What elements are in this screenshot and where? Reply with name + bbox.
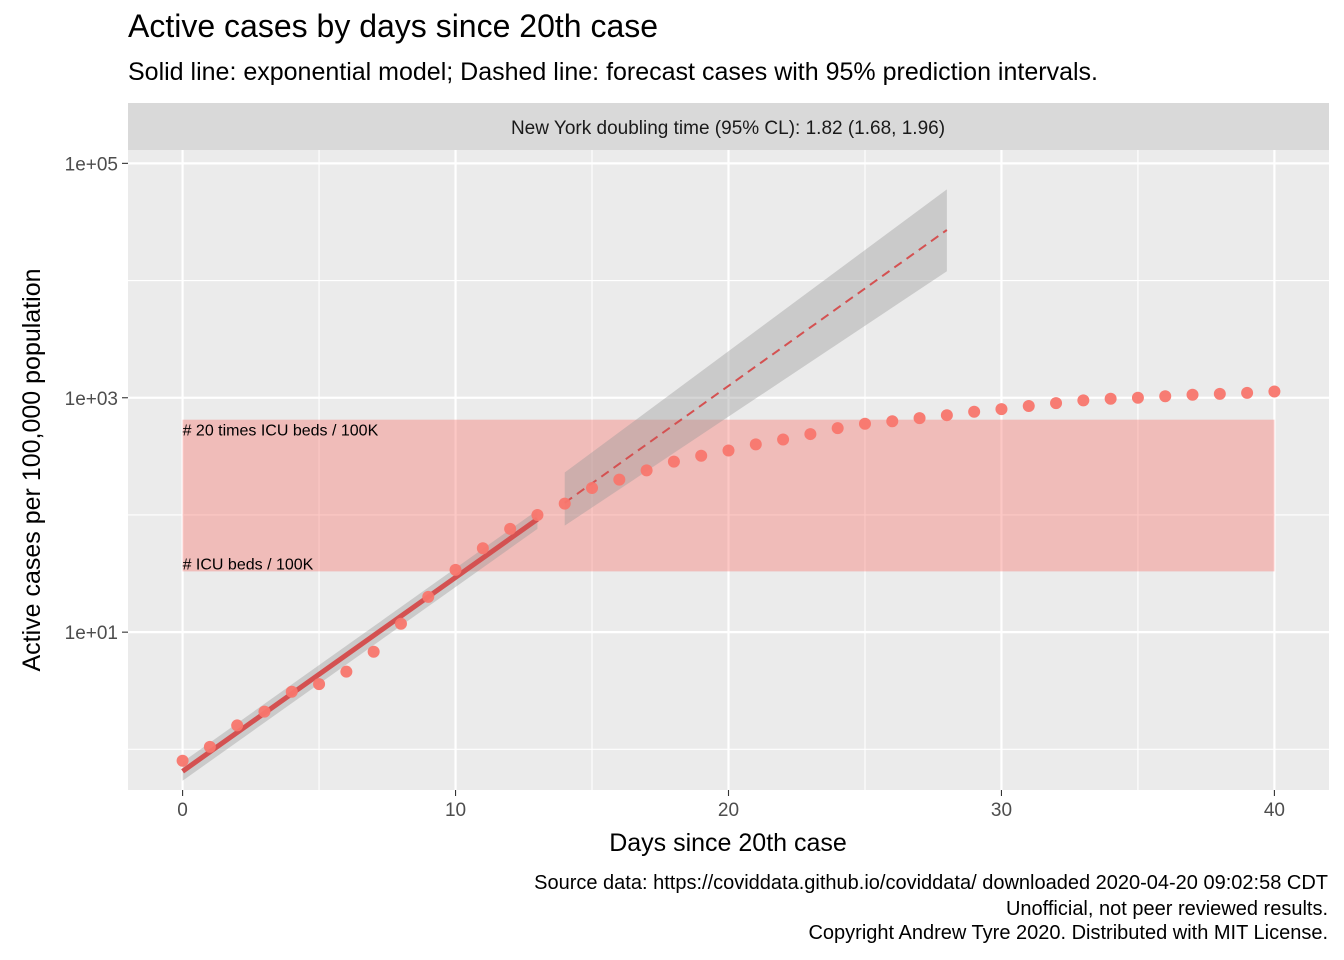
observed-point (804, 428, 817, 441)
caption-copyright: Copyright Andrew Tyre 2020. Distributed … (808, 922, 1328, 944)
icu-capacity-band (182, 419, 1275, 572)
observed-point (749, 438, 762, 451)
x-tick-label: 0 (177, 800, 188, 821)
observed-point (313, 678, 326, 691)
observed-point (1241, 386, 1254, 399)
facet-strip-label: New York doubling time (95% CL): 1.82 (1… (511, 118, 945, 139)
observed-point (613, 473, 626, 486)
observed-point (340, 665, 353, 678)
observed-point (695, 449, 708, 462)
forecast-line (564, 229, 948, 504)
observed-point (1186, 388, 1199, 401)
caption-source: Source data: https://coviddata.github.io… (534, 872, 1328, 894)
observed-point (231, 719, 244, 732)
x-tick-label: 40 (1264, 800, 1285, 821)
x-tick-label: 10 (445, 800, 466, 821)
observed-point (285, 685, 298, 698)
x-tick-label: 30 (991, 800, 1012, 821)
observed-point (667, 455, 680, 468)
observed-point (367, 645, 380, 658)
y-tick-label: 1e+03 (65, 389, 118, 410)
observed-point (722, 444, 735, 457)
observed-point (940, 409, 953, 422)
observed-point (640, 464, 653, 477)
y-axis-title: Active cases per 100,000 population (18, 268, 46, 671)
chart-title: Active cases by days since 20th case (128, 8, 659, 44)
observed-point (995, 403, 1008, 416)
observed-point (1131, 391, 1144, 404)
x-axis-title: Days since 20th case (609, 829, 847, 857)
observed-point (886, 415, 899, 428)
observed-point (586, 481, 599, 494)
observed-point (858, 417, 871, 430)
icu-band-layer (182, 419, 1275, 572)
observed-point (203, 740, 216, 753)
icu-upper-label: # 20 times ICU beds / 100K (183, 423, 379, 440)
observed-point (1159, 390, 1172, 403)
observed-point (258, 705, 271, 718)
observed-point (777, 433, 790, 446)
observed-point (449, 563, 462, 576)
observed-points-layer (176, 385, 1281, 767)
observed-point (531, 508, 544, 521)
icu-lower-label: # ICU beds / 100K (183, 556, 314, 573)
observed-point (1077, 394, 1090, 407)
observed-point (1050, 397, 1063, 410)
y-tick-label: 1e+05 (65, 154, 118, 175)
observed-point (476, 542, 489, 555)
grid-layer (128, 150, 1329, 790)
caption-disclaimer: Unofficial, not peer reviewed results. (1005, 898, 1328, 920)
observed-point (394, 617, 407, 630)
annotation-layer: # 20 times ICU beds / 100K # ICU beds / 1… (183, 423, 379, 574)
observed-point (968, 405, 981, 418)
observed-point (176, 754, 189, 767)
observed-point (1213, 387, 1226, 400)
observed-point (422, 590, 435, 603)
axis-layer: 0 10 20 30 40 1e+01 1e+03 1e+05 (65, 154, 1285, 821)
x-tick-label: 20 (718, 800, 739, 821)
observed-point (1268, 385, 1281, 398)
observed-point (558, 497, 571, 510)
y-tick-label: 1e+01 (65, 623, 118, 644)
observed-point (913, 412, 926, 425)
forecast-prediction-band (564, 189, 947, 526)
observed-point (1022, 400, 1035, 413)
observed-point (831, 422, 844, 435)
observed-point (1104, 392, 1117, 405)
facet-strip (128, 103, 1329, 150)
chart-subtitle: Solid line: exponential model; Dashed li… (128, 58, 1098, 86)
observed-point (504, 522, 517, 535)
